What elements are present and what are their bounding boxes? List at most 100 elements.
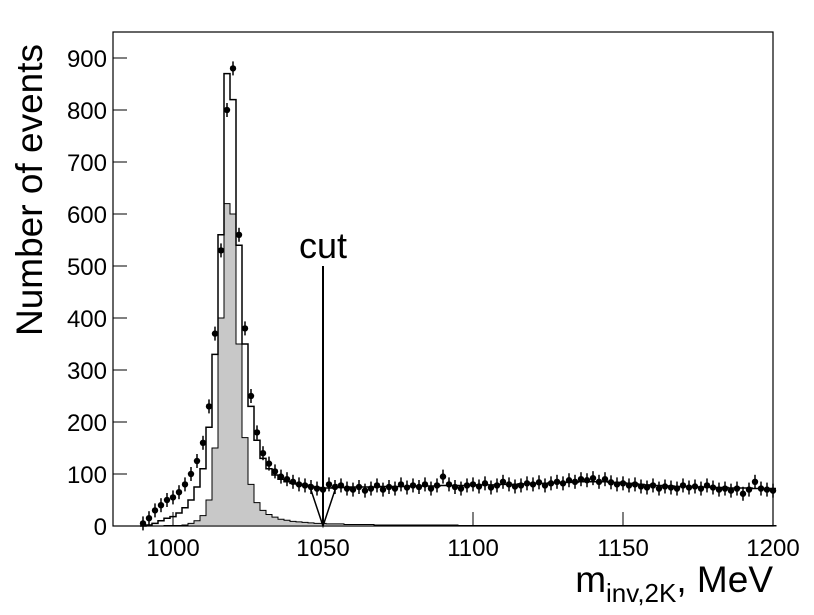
data-point — [769, 487, 777, 494]
data-point — [757, 485, 765, 492]
data-point — [721, 485, 729, 492]
data-point — [325, 481, 333, 488]
data-point — [349, 486, 357, 493]
x-label-unit: , MeV — [676, 559, 773, 600]
data-point — [505, 481, 513, 488]
data-point — [655, 485, 663, 492]
data-point — [391, 485, 399, 492]
data-point — [739, 490, 747, 497]
data-point — [469, 481, 477, 488]
data-point — [733, 485, 741, 492]
data-point — [181, 481, 189, 488]
data-point — [259, 450, 267, 457]
data-point — [481, 480, 489, 487]
y-tick-label: 800 — [67, 98, 107, 125]
data-point — [493, 482, 501, 489]
data-point — [511, 483, 519, 490]
data-point — [223, 106, 231, 114]
y-tick-label: 0 — [94, 514, 107, 541]
data-point — [673, 485, 681, 492]
data-point — [457, 485, 465, 492]
y-axis-label: Number of events — [9, 44, 50, 336]
y-tick-label: 700 — [67, 150, 107, 177]
data-point — [421, 481, 429, 488]
data-point — [709, 484, 717, 491]
data-point — [625, 482, 633, 489]
data-point — [685, 484, 693, 491]
data-point — [283, 476, 291, 483]
data-point — [541, 482, 549, 489]
data-point — [367, 485, 375, 492]
data-point — [427, 485, 435, 492]
data-point — [433, 482, 441, 489]
data-point — [745, 486, 753, 493]
data-point — [409, 482, 417, 489]
data-point — [415, 483, 423, 491]
data-point — [199, 439, 207, 446]
data-point — [205, 403, 213, 410]
y-tick-label: 200 — [67, 410, 107, 437]
y-tick-label: 600 — [67, 202, 107, 229]
signal-histogram — [140, 203, 777, 527]
x-tick-label: 1050 — [296, 535, 349, 562]
data-point — [661, 483, 669, 490]
cut-arrow-head — [308, 483, 338, 529]
data-point — [301, 482, 309, 489]
data-point — [175, 489, 183, 496]
x-label-main: m — [575, 559, 606, 600]
data-point — [247, 392, 255, 400]
data-point — [601, 476, 609, 483]
data-point — [145, 515, 153, 522]
data-point — [451, 483, 459, 491]
data-point — [241, 325, 249, 332]
data-point — [589, 474, 597, 482]
data-point — [703, 482, 711, 489]
data-point — [229, 65, 237, 72]
data-point — [631, 481, 639, 488]
data-point — [667, 484, 675, 491]
data-point — [289, 478, 297, 485]
data-point — [643, 484, 651, 491]
data-point — [613, 481, 621, 488]
data-point — [763, 486, 771, 493]
cut-label: cut — [299, 225, 347, 266]
data-point — [463, 482, 471, 489]
data-point — [439, 473, 447, 480]
data-point — [637, 483, 645, 490]
data-point — [163, 496, 171, 504]
data-point — [235, 231, 243, 238]
data-point — [571, 478, 579, 485]
data-point — [361, 487, 369, 494]
data-point — [139, 520, 147, 527]
data-point — [553, 478, 561, 485]
data-point — [277, 473, 285, 480]
data-point — [397, 481, 405, 488]
data-point — [379, 486, 387, 493]
data-point — [715, 486, 723, 493]
data-point — [475, 483, 483, 490]
data-point — [595, 478, 603, 485]
data-point — [187, 470, 195, 478]
data-point — [649, 482, 657, 489]
data-point — [727, 487, 735, 494]
x-tick-label: 1100 — [447, 535, 499, 562]
data-point — [565, 477, 573, 484]
data-point — [697, 485, 705, 492]
data-point — [679, 482, 687, 489]
data-point — [253, 429, 261, 436]
y-tick-label: 500 — [67, 254, 107, 281]
data-point — [157, 502, 165, 509]
x-tick-label: 1150 — [597, 535, 649, 562]
data-point — [313, 485, 321, 492]
y-tick-label: 100 — [67, 462, 107, 489]
y-tick-label: 400 — [67, 306, 107, 333]
data-point — [373, 482, 381, 489]
data-point — [265, 460, 273, 467]
data-point — [151, 507, 159, 514]
y-tick-label: 300 — [67, 358, 107, 385]
data-point — [499, 478, 507, 485]
x-label-sub: inv,2K — [606, 578, 677, 608]
data-point — [343, 485, 351, 492]
data-point — [169, 494, 177, 501]
